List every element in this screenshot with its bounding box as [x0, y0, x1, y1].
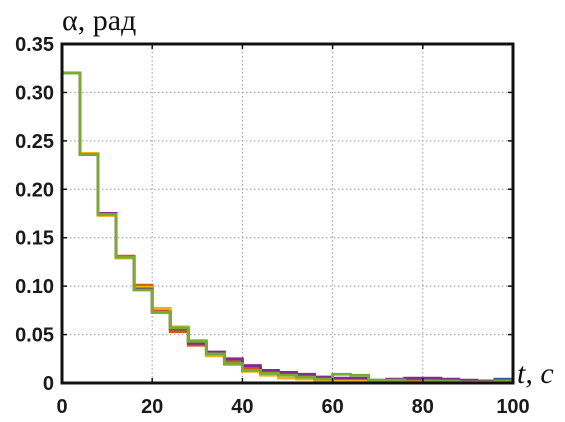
svg-text:α, рад: α, рад: [62, 4, 136, 37]
y-tick-label: 0: [43, 373, 54, 395]
y-tick-label: 0.05: [15, 325, 54, 347]
series-line-3: [62, 71, 513, 384]
data-series-group: [62, 71, 513, 384]
series-line-5: [62, 71, 513, 384]
y-axis-label: α, рад: [62, 4, 136, 37]
x-tick-label: 80: [412, 396, 434, 418]
y-tick-label: 0.20: [15, 179, 54, 201]
axis-ticks: 0 20 40 60 80 100 0 0.05 0.10 0.15 0.20 0.25 0.30 0.3…: [15, 34, 530, 418]
plot-frame: [60, 42, 515, 385]
x-tick-label: 20: [141, 396, 163, 418]
x-tick-label: 60: [321, 396, 343, 418]
x-axis-label: t, c: [517, 357, 554, 390]
y-tick-label: 0.15: [15, 228, 54, 250]
y-tick-label: 0.35: [15, 34, 54, 56]
y-tick-label: 0.25: [15, 131, 54, 153]
x-tick-label: 40: [231, 396, 253, 418]
x-tick-label: 100: [496, 396, 529, 418]
y-tick-label: 0.10: [15, 276, 54, 298]
grid: [62, 44, 513, 383]
x-tick-label: 0: [56, 396, 67, 418]
svg-text:t, c: t, c: [517, 357, 554, 390]
y-tick-label: 0.30: [15, 82, 54, 104]
